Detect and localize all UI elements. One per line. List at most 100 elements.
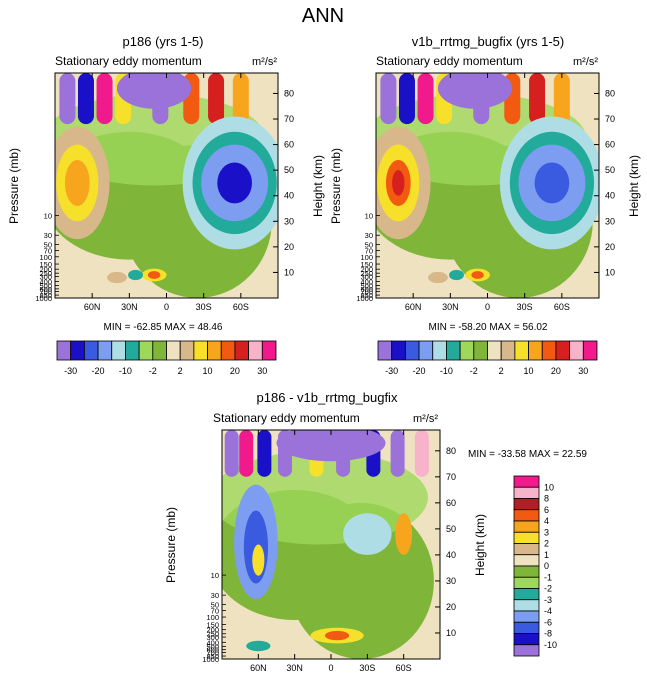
- panel-3-stats: MIN = -33.58 MAX = 22.59: [468, 449, 587, 460]
- panel-1-colorbar: -30 -20 -10 -2 2 10 20 30: [56, 340, 277, 376]
- stratosphere-band: [414, 430, 429, 477]
- colorbar-swatch: [152, 340, 167, 361]
- y-tick-label-height: 80: [446, 446, 456, 456]
- y-tick-label-pressure: 200: [39, 265, 52, 274]
- colorbar-swatch: [528, 340, 543, 361]
- field-lower-min: [128, 269, 143, 281]
- colorbar-label: 10: [544, 482, 554, 492]
- colorbar-label: -8: [544, 629, 552, 639]
- y-tick-label-pressure: 30: [211, 591, 219, 600]
- colorbar-label: 10: [524, 366, 534, 376]
- field-min-core: [252, 544, 265, 576]
- colorbar-swatch: [179, 340, 195, 361]
- colorbar-swatch: [513, 633, 540, 646]
- colorbar-swatch: [513, 554, 540, 567]
- y-tick-label-pressure: 250: [360, 269, 373, 278]
- panel-2-subtitle: Stationary eddy momentum: [376, 54, 523, 68]
- field-lower-min: [246, 640, 271, 652]
- y-tick-label-height: 10: [446, 628, 456, 638]
- colorbar-swatch: [138, 340, 154, 361]
- panel-2: v1b_rrtmg_bugfix (yrs 1-5) Stationary ed…: [329, 34, 641, 376]
- y-tick-label-pressure: 700: [39, 288, 52, 297]
- colorbar-label: -1: [544, 572, 552, 582]
- colorbar-swatch: [404, 340, 420, 361]
- y-tick-label-pressure: 700: [360, 288, 373, 297]
- field-min-2: [343, 513, 392, 555]
- y-tick-label-pressure: 30: [44, 231, 52, 240]
- colorbar-swatch: [500, 340, 516, 361]
- y-tick-label-pressure: 1000: [202, 655, 219, 664]
- field-lower-max-core: [471, 271, 484, 279]
- y-tick-label-height: 30: [605, 216, 615, 226]
- panel-3: p186 - v1b_rrtmg_bugfix Stationary eddy …: [164, 390, 587, 673]
- y-tick-label-pressure: 100: [39, 253, 52, 262]
- y-tick-label-height: 80: [605, 88, 615, 98]
- y-tick-label-pressure: 50: [44, 240, 52, 249]
- panel-1: p186 (yrs 1-5) Stationary eddy momentum …: [7, 34, 325, 376]
- colorbar-label: -20: [413, 366, 426, 376]
- colorbar-swatch: [97, 340, 113, 361]
- colorbar-swatch: [513, 509, 540, 522]
- field-lower-min: [449, 269, 464, 281]
- y-tick-label-height: 10: [605, 267, 615, 277]
- stratosphere-band: [232, 73, 249, 125]
- colorbar-label: 6: [544, 505, 549, 515]
- stratosphere-band: [553, 73, 570, 125]
- y-tick-label-pressure: 250: [206, 630, 219, 639]
- colorbar-swatch: [83, 340, 99, 361]
- page-title: ANN: [302, 5, 344, 27]
- y-tick-label-pressure: 850: [39, 291, 52, 300]
- colorbar-label: 2: [499, 366, 504, 376]
- colorbar-swatch: [513, 621, 540, 634]
- y-tick-label-height: 50: [446, 524, 456, 534]
- y-tick-label-height: 60: [284, 140, 294, 150]
- colorbar-label: -2: [149, 366, 157, 376]
- colorbar-swatch: [248, 340, 263, 361]
- y-tick-label-pressure: 150: [39, 260, 52, 269]
- y-tick-label-height: 10: [284, 267, 294, 277]
- colorbar-swatch: [207, 340, 222, 361]
- x-tick-label: 30S: [196, 302, 212, 312]
- y-tick-label-pressure: 600: [39, 285, 52, 294]
- colorbar-swatch: [513, 576, 540, 589]
- colorbar-swatch: [582, 340, 598, 361]
- y-tick-label-pressure: 10: [44, 212, 52, 221]
- colorbar-swatch: [377, 340, 393, 361]
- y-tick-label-pressure: 70: [211, 607, 219, 616]
- colorbar-swatch: [487, 340, 502, 361]
- x-tick-label: 30S: [517, 302, 533, 312]
- panel-1-ylabel-right: Height (km): [311, 155, 325, 217]
- x-tick-label: 30N: [121, 302, 138, 312]
- stratosphere-band: [224, 430, 239, 477]
- colorbar-label: -10: [544, 640, 557, 650]
- panel-3-ylabel: Pressure (mb): [164, 507, 178, 583]
- x-tick-label: 60S: [396, 663, 412, 673]
- panel-1-plot: [54, 72, 279, 299]
- stratosphere-band: [380, 73, 397, 125]
- y-tick-label-pressure: 50: [211, 600, 219, 609]
- colorbar-label: 1: [544, 550, 549, 560]
- colorbar-label: -10: [440, 366, 453, 376]
- stratosphere-band: [417, 73, 434, 125]
- y-tick-label-pressure: 50: [365, 240, 373, 249]
- colorbar-label: -30: [64, 366, 77, 376]
- y-tick-label-pressure: 300: [39, 272, 52, 281]
- y-tick-label-height: 40: [446, 550, 456, 560]
- y-tick-label-pressure: 70: [44, 246, 52, 255]
- colorbar-swatch: [513, 543, 540, 556]
- y-tick-label-pressure: 400: [360, 278, 373, 287]
- y-tick-label-height: 20: [284, 242, 294, 252]
- x-tick-label: 60N: [84, 302, 101, 312]
- y-tick-label-pressure: 400: [206, 638, 219, 647]
- colorbar-swatch: [261, 340, 277, 361]
- field-max-core-inner: [392, 170, 405, 196]
- y-tick-label-pressure: 10: [365, 212, 373, 221]
- panel-2-title: v1b_rrtmg_bugfix (yrs 1-5): [412, 34, 564, 49]
- stratosphere-band: [59, 73, 76, 125]
- y-tick-label-pressure: 500: [360, 282, 373, 291]
- y-tick-label-pressure: 1000: [356, 294, 373, 303]
- panel-1-units: m²/s²: [252, 56, 277, 68]
- y-tick-label-height: 60: [446, 498, 456, 508]
